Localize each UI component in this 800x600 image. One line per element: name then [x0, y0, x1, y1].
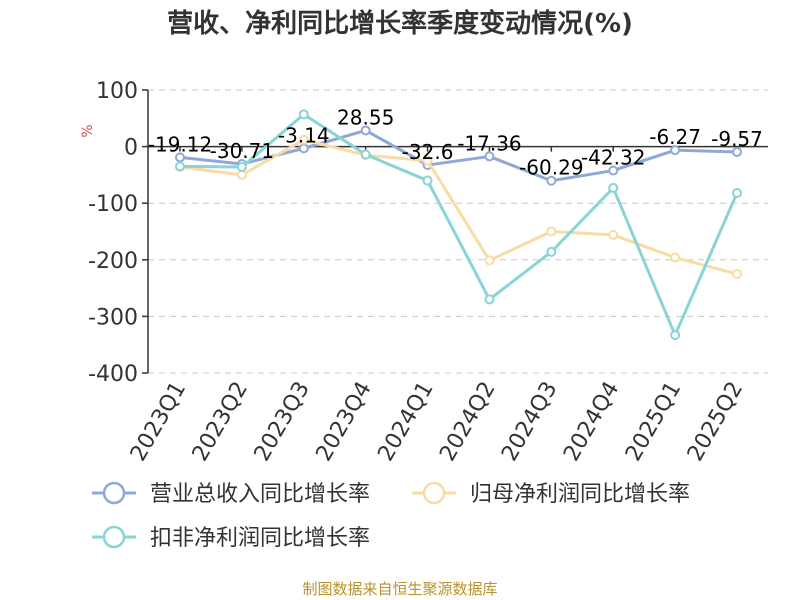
x-tick-label: 2025Q1 [621, 378, 686, 466]
data-point [546, 226, 557, 237]
x-tick-labels: 2023Q12023Q22023Q32023Q42024Q12024Q22024… [126, 378, 748, 466]
y-tick-label: 100 [96, 79, 138, 104]
data-point [298, 109, 309, 120]
data-label: -42.32 [581, 146, 645, 170]
x-tick-label: 2025Q2 [683, 378, 748, 466]
data-label: 28.55 [337, 105, 394, 129]
series-line-2 [179, 138, 738, 276]
x-tick-label: 2023Q1 [126, 378, 191, 466]
data-point [670, 330, 681, 341]
data-label: -32.6 [402, 140, 454, 164]
x-tick-label: 2023Q4 [312, 378, 377, 466]
legend-label: 营业总收入同比增长率 [150, 482, 370, 507]
data-point [175, 161, 185, 172]
legend-label: 扣非净利润同比增长率 [150, 526, 370, 551]
data-point [236, 161, 247, 172]
x-tick-label: 2024Q4 [559, 378, 624, 466]
y-tick-label: -400 [88, 362, 138, 387]
data-point [422, 155, 433, 166]
x-tick-label: 2024Q3 [497, 378, 562, 466]
data-label: -3.14 [278, 123, 330, 147]
x-tick-label: 2023Q3 [250, 378, 315, 466]
y-tick-label: -100 [88, 192, 138, 217]
data-point [608, 182, 619, 193]
data-point [360, 149, 371, 160]
legend-marker [102, 525, 126, 549]
data-point [732, 268, 742, 279]
data-point [422, 175, 433, 186]
legend-marker [422, 481, 446, 505]
data-point [236, 169, 247, 180]
data-point [360, 125, 371, 136]
x-tick-label: 2024Q2 [435, 378, 500, 466]
y-tick-label: -200 [88, 249, 138, 274]
data-label: -6.27 [649, 125, 701, 149]
grid-lines [148, 89, 768, 374]
y-tick-labels: 100 0 -100 -200 -300 -400 [88, 79, 138, 387]
data-point [546, 246, 557, 257]
y-tick-label: 0 [124, 136, 138, 161]
data-label: -19.12 [148, 132, 212, 156]
data-point [608, 229, 619, 240]
y-tick-label: -300 [88, 305, 138, 330]
data-point [732, 147, 742, 158]
data-label: -60.29 [519, 156, 583, 180]
legend-marker [102, 481, 126, 505]
data-point [484, 294, 495, 305]
data-label: -30.71 [210, 139, 274, 163]
data-label: -17.36 [457, 131, 521, 155]
data-point [670, 252, 681, 263]
data-point [484, 255, 495, 266]
series-lines [175, 109, 742, 341]
data-label: -9.57 [711, 127, 763, 151]
x-tick-label: 2023Q2 [188, 378, 253, 466]
data-point [484, 151, 495, 162]
data-point [608, 165, 619, 176]
chart-title: 营收、净利同比增长率季度变动情况(%) [167, 8, 633, 39]
source-note: 制图数据来自恒生聚源数据库 [302, 580, 497, 598]
data-point [732, 188, 742, 199]
data-point [298, 134, 309, 145]
data-point [546, 175, 557, 186]
legend-label: 归母净利润同比增长率 [470, 482, 690, 507]
series-line-3 [179, 112, 739, 337]
x-tick-label: 2024Q1 [373, 378, 438, 466]
y-axis-label: % [80, 124, 96, 137]
data-point [670, 145, 681, 156]
